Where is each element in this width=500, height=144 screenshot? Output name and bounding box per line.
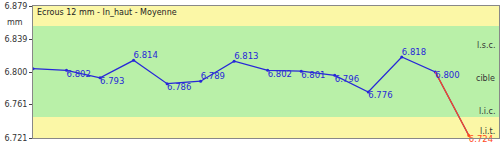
svg-text:l.i.c.: l.i.c. <box>479 107 495 116</box>
svg-text:6.796: 6.796 <box>335 74 359 84</box>
svg-text:6.818: 6.818 <box>402 47 426 57</box>
svg-text:6.800: 6.800 <box>435 70 459 80</box>
svg-text:6.793: 6.793 <box>100 76 124 86</box>
svg-text:6.802: 6.802 <box>268 69 292 79</box>
svg-text:6.761: 6.761 <box>4 100 27 109</box>
svg-text:6.800: 6.800 <box>4 68 27 77</box>
svg-text:6.801: 6.801 <box>301 70 325 80</box>
svg-text:6.721: 6.721 <box>4 134 27 143</box>
svg-text:mm: mm <box>7 18 23 27</box>
svg-text:6.776: 6.776 <box>368 90 392 100</box>
svg-text:6.786: 6.786 <box>167 82 191 92</box>
svg-text:6.789: 6.789 <box>201 71 225 81</box>
svg-text:6.802: 6.802 <box>67 69 91 79</box>
svg-text:6.839: 6.839 <box>4 35 27 44</box>
svg-text:Ecrous 12 mm - In_haut - Moyen: Ecrous 12 mm - In_haut - Moyenne <box>37 8 177 17</box>
svg-text:6.724: 6.724 <box>469 134 493 144</box>
svg-text:6.813: 6.813 <box>234 51 258 61</box>
svg-text:l.s.c.: l.s.c. <box>477 41 495 50</box>
svg-text:6.814: 6.814 <box>134 50 158 60</box>
svg-text:cible: cible <box>476 74 495 83</box>
svg-text:l.i.t.: l.i.t. <box>480 127 495 136</box>
svg-text:6.879: 6.879 <box>4 2 27 11</box>
